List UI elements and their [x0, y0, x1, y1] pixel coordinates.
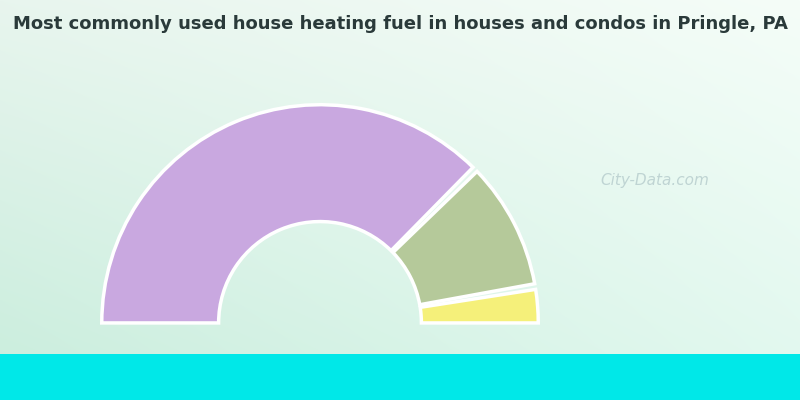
Wedge shape — [102, 105, 473, 323]
Bar — [0, 354, 800, 400]
Wedge shape — [393, 171, 534, 305]
Text: City-Data.com: City-Data.com — [600, 172, 709, 188]
Wedge shape — [420, 289, 538, 323]
Text: Most commonly used house heating fuel in houses and condos in Pringle, PA: Most commonly used house heating fuel in… — [13, 15, 787, 33]
